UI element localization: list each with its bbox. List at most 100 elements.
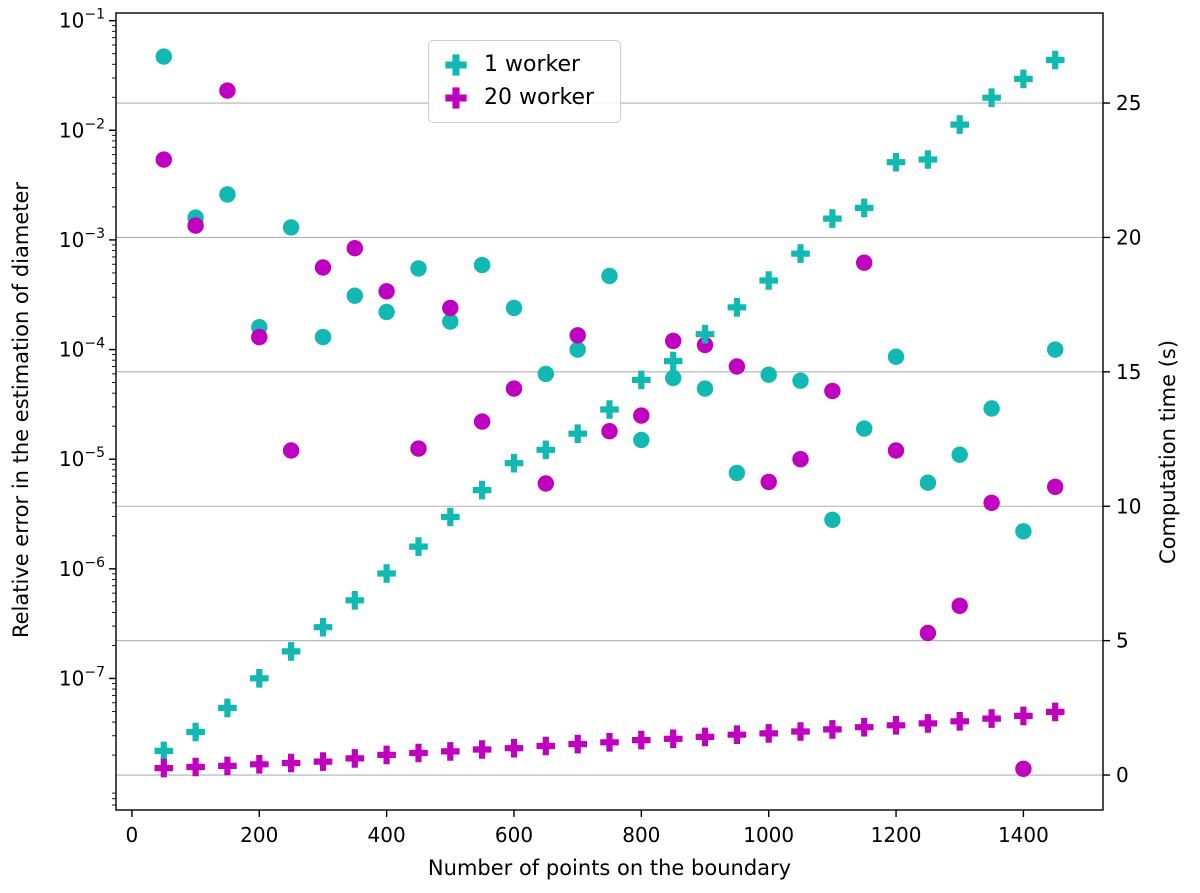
data-point-plus — [886, 716, 906, 735]
data-point-circle — [887, 442, 905, 459]
y2-tick-label: 25 — [1116, 91, 1141, 115]
data-point-circle — [314, 328, 332, 346]
data-point-circle — [983, 494, 1000, 511]
data-point-circle — [665, 369, 682, 387]
plot-border — [115, 12, 1104, 811]
data-point-circle — [537, 475, 554, 492]
data-point-plus — [409, 743, 428, 763]
data-point-circle — [569, 341, 586, 358]
data-point-plus — [823, 209, 842, 228]
legend: 1 worker 20 worker — [428, 40, 622, 123]
data-point-plus — [154, 758, 174, 778]
y-tick-label: 10−3 — [59, 226, 105, 252]
plus-marker-shape — [445, 87, 467, 109]
data-point-plus — [759, 724, 778, 743]
data-point-plus — [1014, 706, 1033, 726]
data-point-plus — [568, 424, 587, 443]
data-point-circle — [219, 82, 236, 99]
data-point-plus — [281, 642, 301, 661]
data-point-plus — [441, 742, 460, 761]
data-point-plus — [218, 756, 237, 776]
data-point-plus — [791, 244, 810, 263]
data-point-circle — [346, 240, 363, 257]
data-point-circle — [760, 366, 777, 383]
data-point-circle — [473, 413, 491, 430]
data-point-plus — [695, 324, 715, 344]
data-point-circle — [665, 332, 682, 350]
data-point-plus — [1045, 50, 1065, 70]
data-point-circle — [537, 365, 554, 383]
data-point-plus — [982, 88, 1001, 107]
y2-tick-label: 15 — [1116, 360, 1141, 384]
data-point-circle — [442, 299, 459, 317]
x-tick-label: 800 — [622, 823, 660, 847]
y-tick-label: 10−5 — [59, 445, 105, 471]
data-point-circle — [728, 464, 746, 482]
data-point-plus — [472, 740, 492, 759]
x-tick-label: 200 — [240, 823, 278, 847]
data-point-plus — [441, 507, 460, 527]
data-point-plus — [854, 198, 874, 218]
data-point-circle — [856, 254, 873, 271]
y-tick-label: 10−1 — [59, 7, 105, 33]
data-point-plus — [1014, 69, 1033, 89]
data-point-plus — [950, 115, 969, 134]
x-tick-label: 0 — [126, 823, 139, 847]
data-point-plus — [504, 738, 524, 758]
legend-label-1-worker: 1 worker — [484, 52, 581, 77]
data-point-circle — [187, 217, 204, 234]
data-point-plus — [218, 698, 237, 718]
plus-marker-icon — [445, 87, 467, 109]
data-point-circle — [1047, 341, 1064, 358]
data-point-circle — [696, 336, 714, 354]
data-point-circle — [601, 267, 618, 285]
data-point-circle — [792, 372, 809, 389]
data-point-circle — [505, 380, 523, 397]
data-point-circle — [919, 474, 937, 491]
data-point-plus — [568, 734, 587, 754]
x-tick-label: 1000 — [743, 823, 794, 847]
data-point-circle — [792, 451, 809, 468]
data-point-circle — [442, 313, 459, 330]
data-point-circle — [633, 431, 650, 449]
y2-tick-label: 10 — [1116, 494, 1141, 518]
data-point-plus — [600, 733, 619, 752]
data-point-plus — [823, 720, 842, 739]
left-axis-title: Relative error in the estimation of diam… — [9, 181, 33, 639]
data-point-circle — [346, 287, 363, 304]
y-tick-label: 10−2 — [59, 116, 105, 142]
data-point-plus — [663, 729, 683, 749]
data-point-plus — [313, 752, 333, 771]
data-point-circle — [824, 511, 841, 528]
data-point-plus — [377, 745, 396, 765]
y-tick-label: 10−7 — [59, 664, 105, 690]
y2-tick-label: 5 — [1116, 629, 1129, 653]
plus-marker-icon — [445, 54, 467, 76]
data-point-plus — [632, 730, 651, 750]
data-point-plus — [982, 709, 1001, 728]
data-point-plus — [472, 480, 492, 500]
data-point-circle — [155, 151, 172, 168]
data-point-plus — [536, 440, 556, 460]
data-point-plus — [854, 717, 874, 737]
data-point-circle — [760, 473, 777, 491]
data-point-circle — [919, 624, 937, 642]
y2-tick-label: 0 — [1116, 763, 1129, 787]
data-point-plus — [536, 736, 556, 756]
legend-item-20-worker: 20 worker — [443, 84, 594, 112]
data-point-circle — [505, 299, 523, 317]
data-point-plus — [377, 564, 396, 583]
data-point-plus — [409, 537, 428, 556]
data-point-circle — [410, 440, 427, 457]
x-tick-label: 600 — [495, 823, 533, 847]
plus-marker-shape — [445, 54, 467, 76]
x-tick-label: 1200 — [871, 823, 922, 847]
data-point-plus — [186, 757, 205, 777]
data-point-plus — [886, 152, 906, 172]
data-point-circle — [155, 48, 172, 65]
data-point-plus — [918, 150, 938, 169]
data-point-circle — [473, 256, 491, 274]
data-point-plus — [345, 591, 365, 610]
data-point-plus — [313, 617, 333, 637]
